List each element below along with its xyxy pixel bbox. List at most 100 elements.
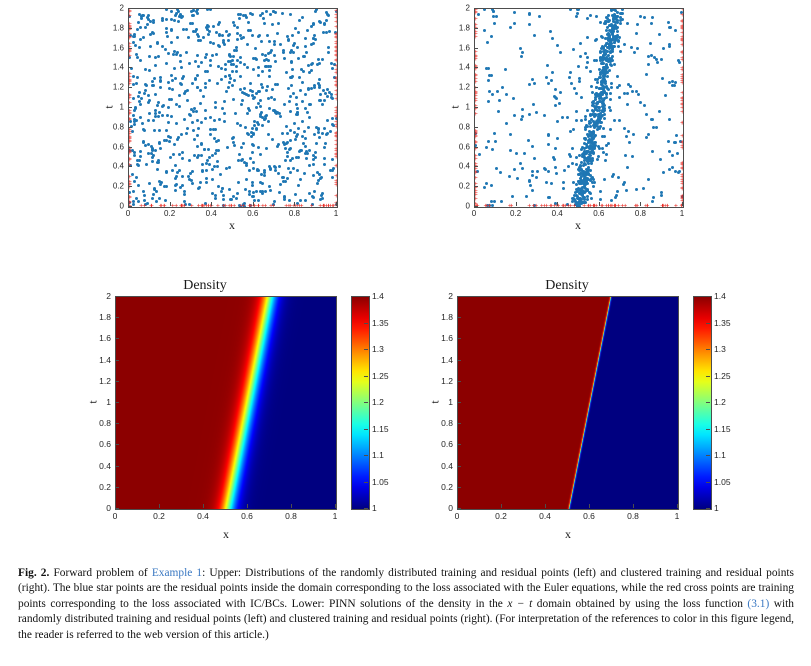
training-point [680, 110, 683, 115]
colorbar-tick-mark [364, 375, 368, 377]
x-tick-mark [159, 504, 160, 508]
residual-point [175, 138, 179, 142]
caption-link[interactable]: (3.1) [747, 597, 770, 610]
residual-point [222, 100, 226, 104]
residual-point [132, 200, 136, 204]
residual-point [156, 115, 160, 119]
residual-point [144, 25, 148, 29]
residual-point [588, 158, 592, 162]
training-point [475, 10, 478, 15]
residual-point [256, 167, 260, 171]
residual-point [278, 164, 282, 168]
residual-point [201, 163, 205, 167]
residual-point [158, 128, 162, 132]
residual-point [609, 24, 613, 28]
residual-point [608, 91, 612, 95]
residual-point [585, 157, 589, 161]
residual-point [578, 42, 582, 46]
residual-point [318, 62, 322, 66]
residual-point [277, 191, 281, 195]
residual-point [239, 13, 243, 17]
residual-point [589, 192, 593, 196]
residual-point [236, 121, 239, 125]
training-point [189, 204, 194, 207]
residual-point [151, 154, 155, 157]
residual-point [164, 171, 168, 175]
residual-point [605, 58, 609, 62]
residual-point [591, 91, 595, 95]
residual-point [181, 150, 185, 154]
residual-point [235, 46, 239, 50]
training-point [680, 175, 683, 180]
residual-point [530, 174, 534, 178]
residual-point [615, 30, 619, 34]
residual-point [329, 168, 333, 172]
residual-point [298, 18, 302, 22]
x-tick-mark [682, 202, 683, 206]
residual-point [191, 13, 195, 17]
residual-point [320, 194, 324, 198]
residual-point [595, 85, 599, 89]
residual-point [649, 118, 653, 122]
residual-point [176, 170, 180, 174]
training-point [321, 204, 326, 207]
residual-point [250, 89, 254, 93]
training-point [334, 194, 337, 199]
residual-point [587, 177, 591, 181]
residual-point [579, 119, 583, 123]
residual-point [295, 132, 299, 136]
residual-point [667, 81, 671, 85]
residual-point [601, 54, 605, 58]
residual-point [583, 136, 587, 140]
residual-point [570, 146, 574, 150]
residual-point [602, 150, 605, 154]
residual-point [145, 23, 149, 26]
residual-point [239, 75, 243, 79]
residual-point [323, 141, 327, 145]
residual-point [605, 86, 609, 90]
y-tick-label: 1.8 [458, 23, 470, 33]
residual-point [330, 62, 334, 66]
residual-point [314, 9, 318, 12]
residual-point [246, 42, 250, 46]
x-tick-label: 1 [332, 511, 338, 521]
residual-point [311, 153, 315, 157]
caption-link[interactable]: Example 1 [151, 567, 203, 579]
residual-point [671, 153, 674, 157]
y-tick-label: 0 [106, 503, 111, 513]
residual-point [249, 157, 253, 161]
residual-point [308, 102, 312, 106]
residual-point [226, 39, 230, 43]
residual-point [586, 133, 590, 137]
residual-point [651, 199, 655, 203]
density-field-lower-left [116, 297, 336, 509]
caption-text: with randomly distributed training and r… [18, 597, 794, 641]
residual-point [175, 174, 179, 178]
residual-point [137, 90, 141, 94]
residual-point [519, 162, 523, 166]
residual-point [613, 14, 617, 18]
residual-point [151, 148, 154, 152]
residual-point [178, 105, 182, 109]
residual-point [650, 53, 654, 57]
residual-point [256, 123, 260, 127]
y-tick-label: 0 [448, 503, 453, 513]
residual-point [582, 154, 586, 158]
residual-point [625, 91, 629, 95]
residual-point [636, 47, 640, 51]
training-point [475, 112, 478, 117]
residual-point [585, 167, 589, 171]
residual-point [530, 170, 534, 174]
density-canvas [458, 297, 678, 509]
residual-point [254, 57, 258, 61]
x-tick-label: 0 [112, 511, 118, 521]
residual-point [215, 30, 219, 34]
residual-point [554, 103, 558, 107]
residual-point [545, 75, 549, 79]
residual-point [602, 86, 606, 90]
residual-point [229, 198, 233, 202]
residual-point [196, 144, 200, 148]
residual-point [587, 120, 591, 124]
residual-point [568, 154, 572, 158]
plot-area-upper-left [128, 8, 338, 208]
